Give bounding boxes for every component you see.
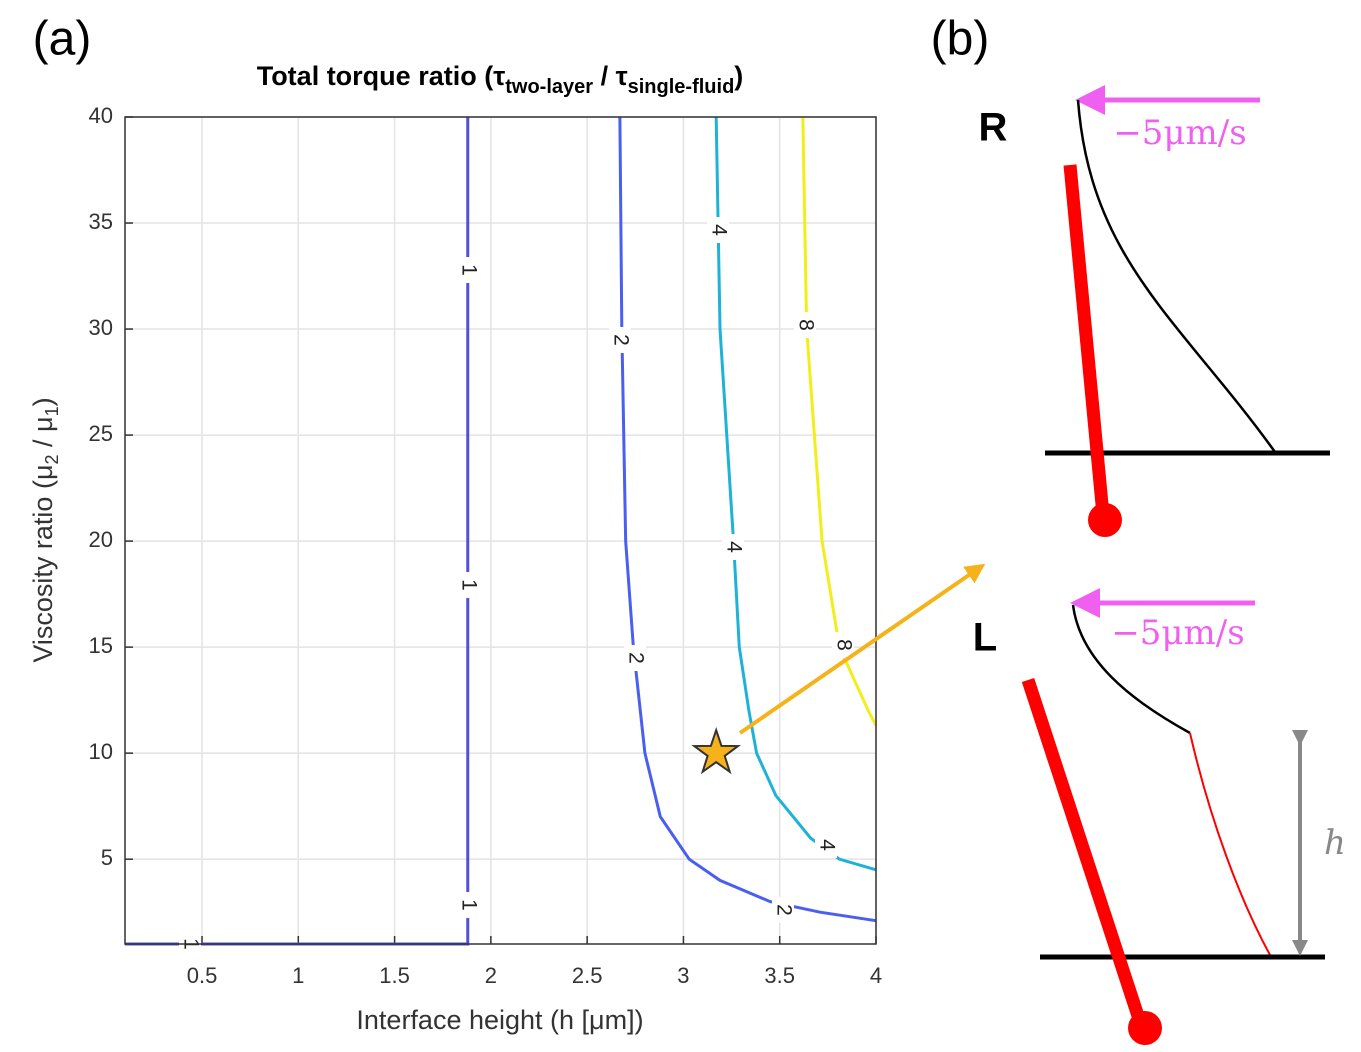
contour-label: 4 [722,541,745,553]
chart-title: Total torque ratio (τtwo-layer / τsingle… [257,61,744,98]
y-tick-label: 5 [101,845,113,870]
contour-label-bg [722,534,744,560]
title-part: ) [734,61,743,91]
star-marker [691,727,742,775]
state-label: R [979,106,1008,150]
ylabel-part: / μ [28,416,58,454]
title-part: / τ [593,61,628,91]
contour-label-bg [707,217,729,243]
contour-label-bg [624,645,646,671]
y-tick-label: 15 [89,633,113,658]
ylabel-part: ) [28,397,58,406]
velocity-label: −5μm/s [1111,613,1244,653]
contour-label: 8 [832,639,855,651]
x-axis-label: Interface height (h [μm]) [356,1005,643,1035]
y-axis-label: Viscosity ratio (μ2 / μ1) [28,397,62,662]
fluid-profile [1189,732,1271,956]
contour-label: 1 [457,579,480,591]
velocity-label: −5μm/s [1113,113,1246,153]
contour-label: 1 [457,899,480,911]
x-tick-label: 2 [485,963,497,988]
contour-line [801,116,878,727]
y-tick-label: 40 [89,103,113,128]
fluid-profile [1071,604,1191,735]
x-tick-label: 3.5 [764,963,795,988]
contour-label: 4 [707,224,730,236]
x-tick-label: 1.5 [379,963,410,988]
panel-label: (a) [33,13,92,66]
contour-label-bg [832,632,854,658]
ylabel-part: 2 [42,454,62,464]
contour-label-bg [457,257,479,283]
cilium-base [1128,1011,1162,1045]
contour-label-bg [609,327,631,353]
x-tick-label: 1 [292,963,304,988]
title-part: two-layer [505,76,593,98]
x-tick-label: 2.5 [572,963,603,988]
pointer-arrow [738,563,986,735]
contour-label: 2 [772,904,795,916]
y-tick-label: 35 [89,209,113,234]
cilium [1021,677,1147,1025]
contour-label-bg [794,312,816,338]
ylabel-part: Viscosity ratio (μ [28,464,58,662]
plot-background [125,117,876,944]
plot-frame [124,116,877,945]
contour-label: 2 [609,334,632,346]
y-tick-label: 25 [89,421,113,446]
contour-label: 4 [815,839,838,851]
contour-label-bg [457,572,479,598]
ylabel-part: 1 [42,406,62,416]
cilium-base [1088,503,1122,537]
x-tick-label: 3 [677,963,689,988]
x-tick-label: 0.5 [187,963,218,988]
fluid-profile [1076,99,1277,453]
title-part: Total torque ratio (τ [257,61,506,91]
plot-area: 0.5 1 1.5 2 2.5 3 3.5 4510152025303540111122244… [89,103,883,988]
y-tick-label: 10 [89,739,113,764]
panel-label: (b) [931,13,990,66]
cilium [1063,164,1110,516]
contour-label-bg [815,832,837,858]
contour-label: 8 [794,319,817,331]
state-label: L [973,616,997,660]
title-part: single-fluid [628,76,735,98]
contour-label: 1 [457,264,480,276]
contour-label: 2 [624,652,647,664]
contour-label-bg [457,892,479,918]
contour-label-bg [772,897,794,923]
height-label: h [1324,823,1346,863]
y-tick-label: 30 [89,315,113,340]
y-tick-label: 20 [89,527,113,552]
x-tick-label: 4 [870,963,882,988]
